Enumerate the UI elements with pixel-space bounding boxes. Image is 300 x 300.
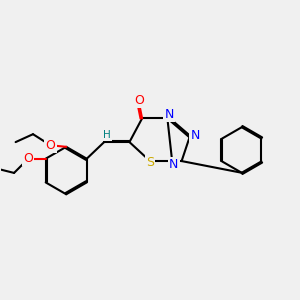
Text: O: O [134, 94, 144, 106]
Text: H: H [103, 130, 111, 140]
Text: N: N [164, 108, 174, 121]
Text: O: O [23, 152, 33, 165]
Text: N: N [190, 129, 200, 142]
Text: O: O [46, 139, 55, 152]
Text: N: N [169, 158, 178, 171]
Text: S: S [146, 156, 154, 169]
